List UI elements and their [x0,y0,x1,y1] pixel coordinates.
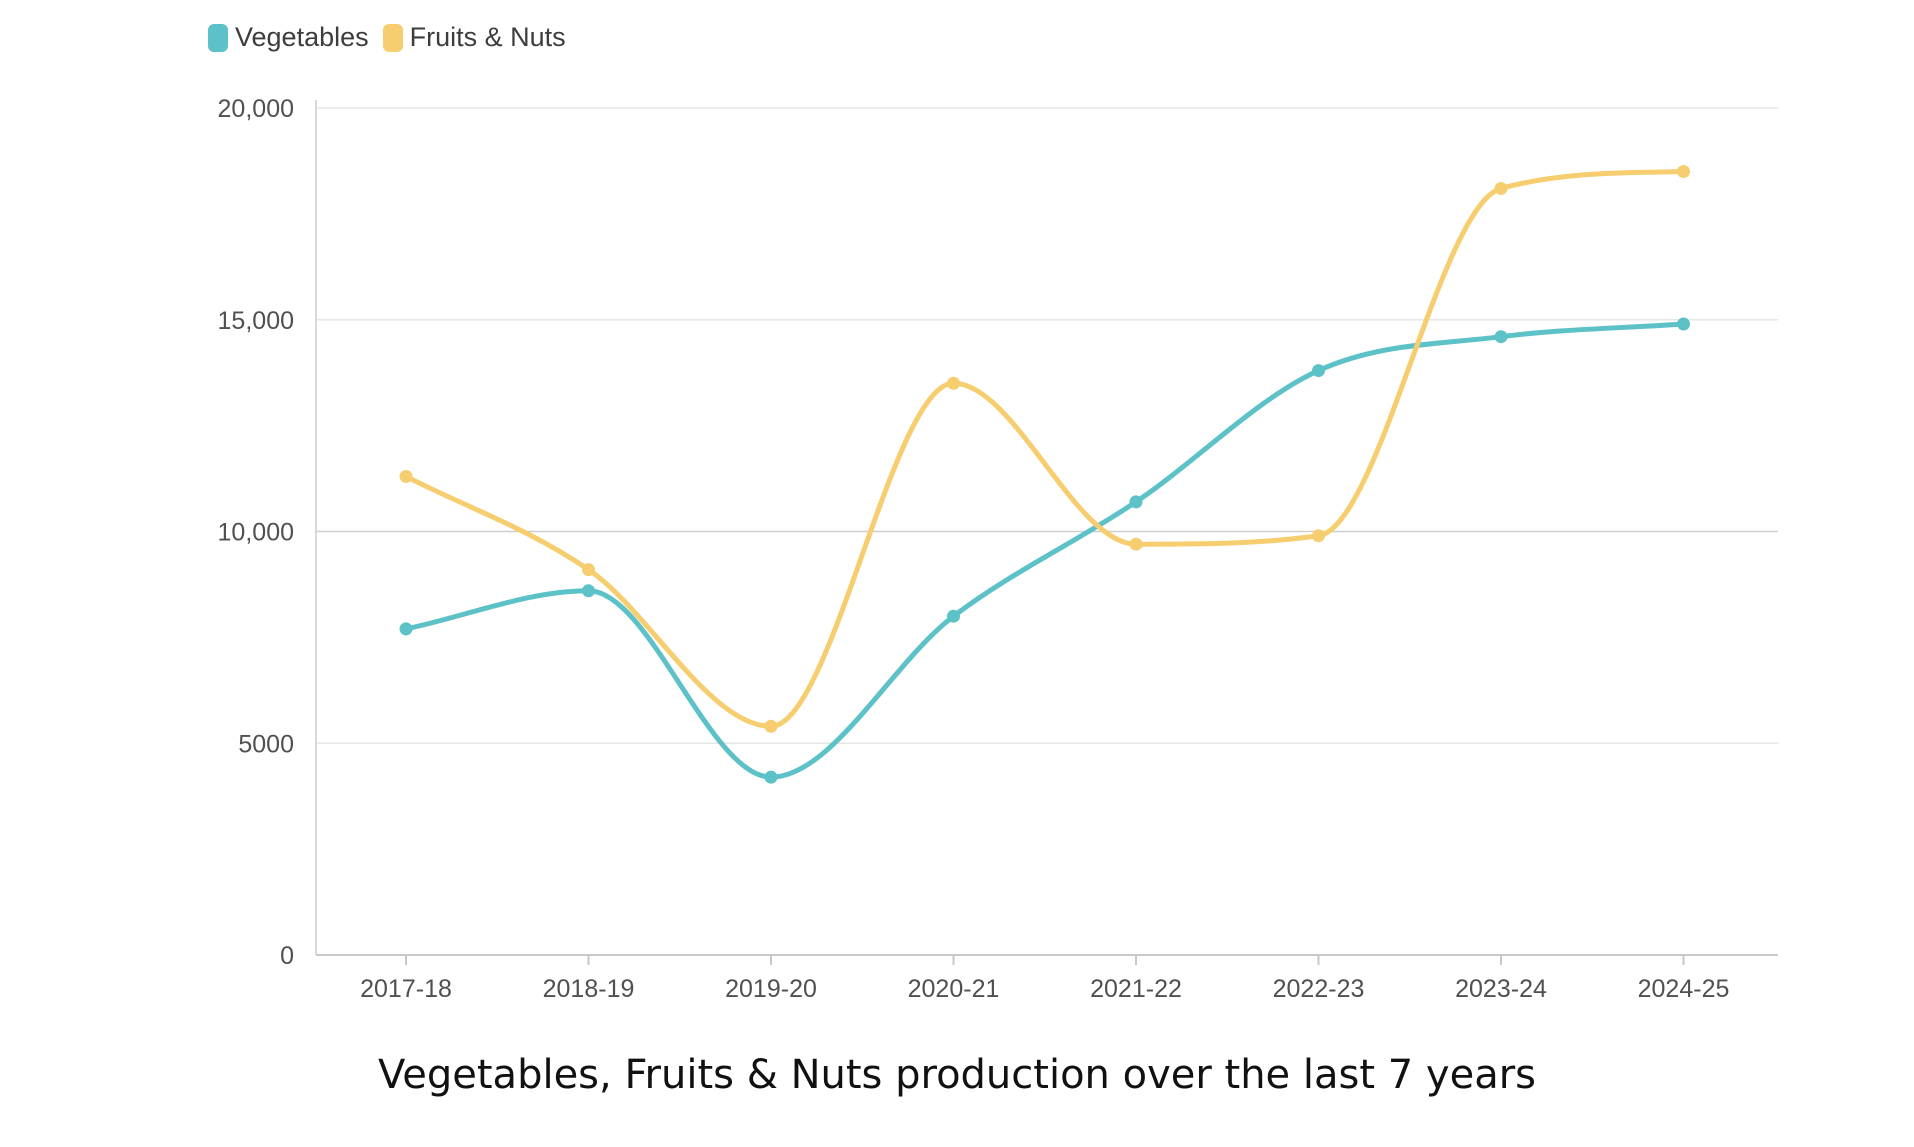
data-point-fruits-nuts-2022-23 [1312,529,1325,543]
data-point-fruits-nuts-2020-21 [947,376,960,390]
legend-label-fruits-nuts: Fruits & Nuts [409,22,566,52]
x-tick-label: 2020-21 [908,975,1000,1003]
series-line-fruits-nuts [403,169,1686,729]
y-tick-label: 20,000 [218,95,294,123]
data-point-vegetables-2023-24 [1494,330,1508,344]
y-tick-label: 15,000 [218,307,294,335]
data-point-fruits-nuts-2024-25 [1677,165,1690,179]
data-point-vegetables-2017-18 [399,622,413,636]
series-line-vegetables [403,321,1686,780]
x-tick-label: 2018-19 [543,975,635,1003]
legend-item-fruits-nuts[interactable]: Fruits & Nuts [382,22,566,53]
data-point-vegetables-2019-20 [764,770,778,784]
data-point-fruits-nuts-2018-19 [582,563,595,577]
data-point-vegetables-2018-19 [582,584,595,598]
legend-label-vegetables: Vegetables [235,22,369,52]
legend-swatch-fruits-nuts [382,23,403,52]
x-tick-label: 2023-24 [1455,975,1547,1003]
data-point-fruits-nuts-2017-18 [399,469,413,483]
y-tick-label: 5000 [238,730,294,758]
x-tick-label: 2019-20 [725,975,817,1003]
data-point-vegetables-2024-25 [1677,317,1690,331]
chart-caption: Vegetables, Fruits & Nuts production ove… [378,1052,1536,1098]
y-tick-label: 0 [280,942,294,970]
data-point-vegetables-2020-21 [947,609,960,623]
x-tick-label: 2022-23 [1273,975,1365,1003]
x-tick-label: 2017-18 [360,975,452,1003]
x-tick-label: 2021-22 [1090,975,1182,1003]
legend: Vegetables Fruits & Nuts [208,22,566,53]
legend-item-vegetables[interactable]: Vegetables [208,22,369,53]
x-tick-label: 2024-25 [1638,975,1730,1003]
data-point-fruits-nuts-2021-22 [1129,537,1143,551]
y-tick-label: 10,000 [218,519,294,547]
data-point-vegetables-2021-22 [1129,495,1143,509]
data-point-vegetables-2022-23 [1312,364,1325,378]
data-point-fruits-nuts-2019-20 [764,719,778,733]
legend-swatch-vegetables [208,23,228,52]
data-point-fruits-nuts-2023-24 [1494,181,1508,195]
